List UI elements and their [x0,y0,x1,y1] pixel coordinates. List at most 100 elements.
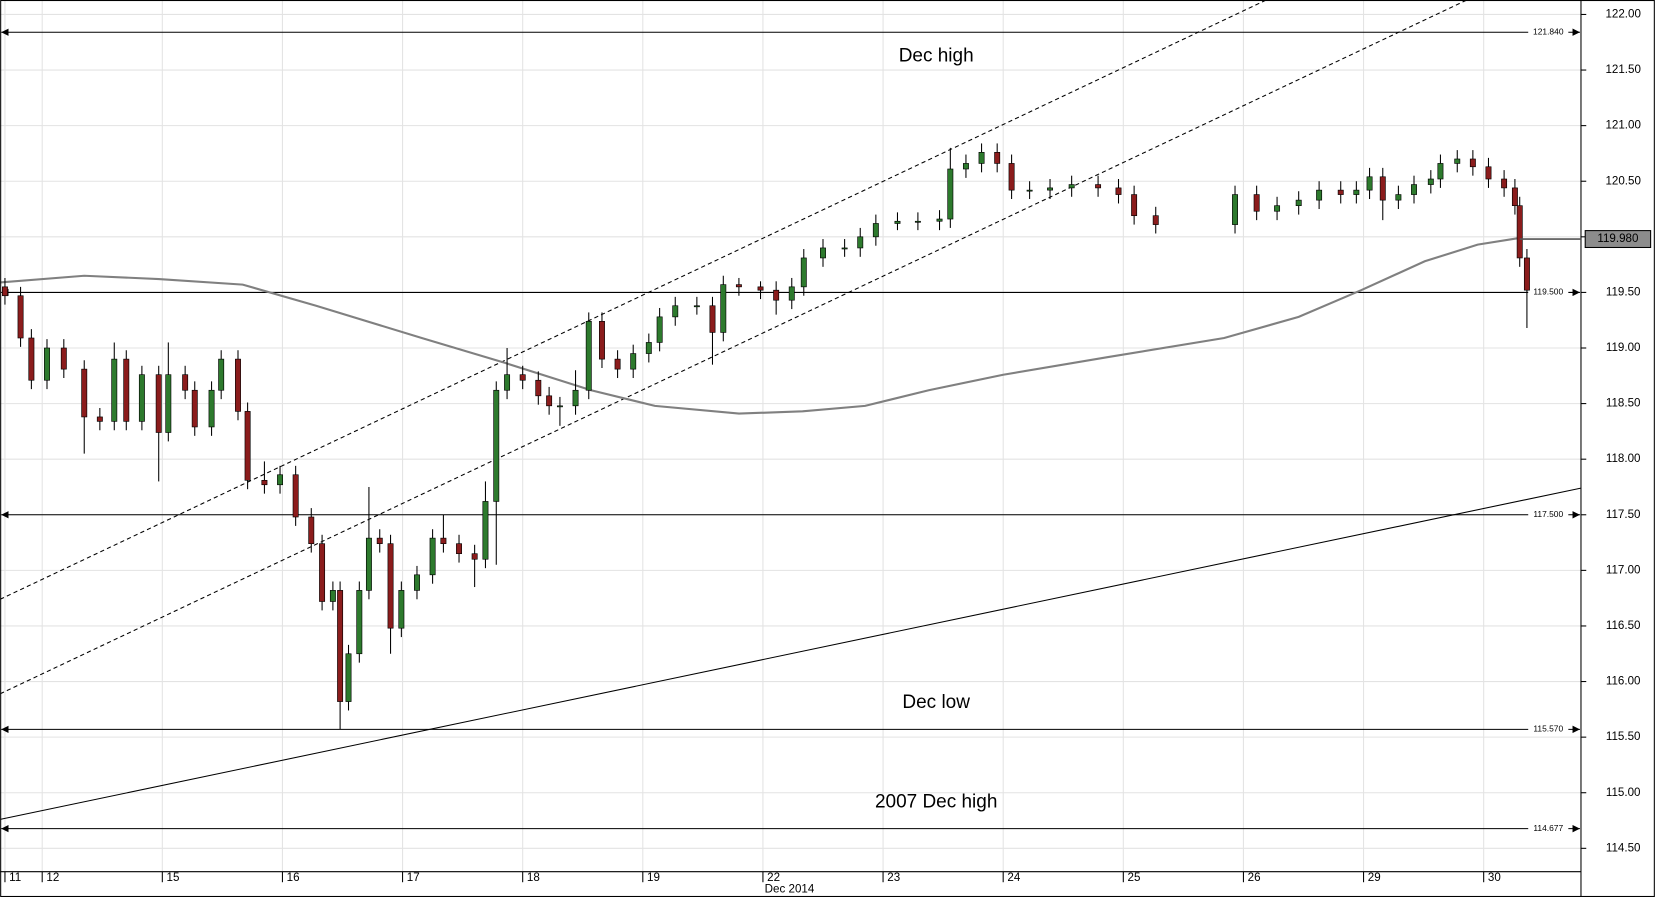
candle-body [1295,199,1302,207]
y-tick-label: 118.00 [1606,452,1641,465]
x-axis-label: Dec 2014 [765,883,815,896]
x-tick-label: 12 [46,871,59,884]
level-label-bg [1528,287,1569,298]
level-label-bg [1528,26,1569,38]
candle-body [672,305,679,318]
plot-area: 121.840 Dec high 119.500 117.500 115.570 Dec … [0,0,1581,834]
candle-body [693,305,700,308]
x-tick-label: 15 [167,871,180,884]
level-label: 121.840 [1533,26,1564,36]
candle-body [277,474,283,486]
candle-body [138,374,145,422]
x-tick-label: 23 [887,871,900,884]
y-tick-label: 118.50 [1606,397,1641,410]
candle-body [519,374,526,381]
candle-body [1427,178,1434,185]
candle-body [17,295,24,339]
candle-body [1353,189,1360,195]
level-label-bg [1528,724,1569,735]
candle-body [28,337,35,381]
candle-body [1437,163,1444,180]
candle-body [1337,189,1344,195]
moving-average [0,236,1520,415]
y-tick-label: 120.50 [1605,174,1640,187]
candle-body [820,247,826,259]
candle-body [1469,158,1476,168]
y-tick-label: 122.00 [1605,8,1640,21]
candle-body [936,218,943,222]
trendline [0,0,1267,600]
candle-body [1008,163,1015,191]
y-tick-label: 117.00 [1606,563,1641,576]
trendline [0,0,1468,695]
candle-body [235,358,241,412]
y-tick-label: 119.00 [1606,341,1641,354]
candle-body [947,168,954,220]
x-tick-label: 16 [287,871,300,884]
candle-body [1026,189,1033,192]
candle-body [182,374,189,391]
candle-body [1516,205,1523,259]
y-tick-label: 116.50 [1606,619,1641,632]
candle-body [345,653,352,702]
candle-body [1,286,8,297]
candle-body [365,537,372,591]
candle-body [962,163,969,170]
candle-body [96,416,103,422]
candle-body [155,374,162,433]
last-price-box [1584,230,1652,249]
candle-body [841,247,848,250]
candle-body [1068,184,1075,189]
candle-body [1395,194,1402,201]
candle-body [735,284,742,288]
candle-body [872,223,879,238]
x-tick-label: 11 [9,871,21,884]
candle-body [1454,158,1461,164]
candle-body [440,537,447,545]
candle-body [429,537,436,576]
candle-body [329,590,336,602]
candle-body [81,368,88,418]
level-annotation: 2007 Dec high [875,791,997,812]
candle-body [1411,184,1417,195]
level-label: 117.500 [1533,509,1563,519]
candle-body [44,347,50,381]
candle-body [191,389,198,428]
candle-body [504,374,511,391]
candle-body [308,516,315,545]
y-tick-label: 115.50 [1606,730,1641,743]
candle-body [1274,205,1281,212]
candle-body [656,316,663,343]
level-label: 114.677 [1533,823,1563,833]
candle-body [1523,257,1530,291]
x-tick-label: 22 [767,871,780,884]
candle-body [218,358,225,391]
candle-body [1152,215,1159,225]
y-tick-label: 117.50 [1606,508,1641,521]
candle-body [493,389,500,502]
candle-body [1316,189,1323,201]
candle-body [414,574,420,591]
candle-body [709,305,716,333]
candle-body [720,284,727,333]
candle-body [1366,176,1373,191]
candle-body [292,474,299,518]
candle-body [261,479,268,486]
candle-body [337,590,344,702]
candle-body [556,405,563,408]
candle-body [1047,187,1053,191]
y-tick-label: 115.00 [1606,786,1641,799]
candle-body [978,152,985,164]
candle-body [773,289,780,301]
candle-body [244,411,251,481]
candle-body [111,358,118,422]
candle-body [599,321,605,360]
x-tick-label: 24 [1007,871,1020,884]
candle-body [572,389,579,407]
candle-body [1379,176,1386,201]
candle-body [1501,178,1508,189]
candle-body [1115,187,1122,195]
candle-body [994,152,1001,164]
candle-body [757,286,764,291]
